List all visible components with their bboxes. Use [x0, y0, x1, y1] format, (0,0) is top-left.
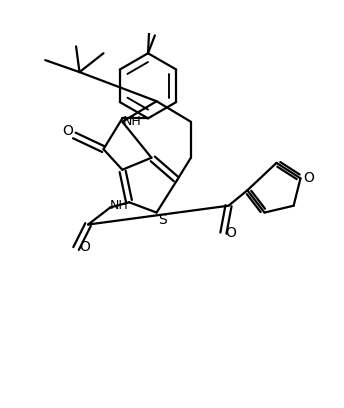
Text: S: S	[158, 213, 167, 227]
Text: O: O	[79, 240, 90, 254]
Text: O: O	[225, 226, 236, 240]
Text: O: O	[304, 171, 314, 185]
Text: NH: NH	[122, 115, 141, 128]
Text: NH: NH	[109, 199, 128, 212]
Text: O: O	[62, 124, 73, 138]
